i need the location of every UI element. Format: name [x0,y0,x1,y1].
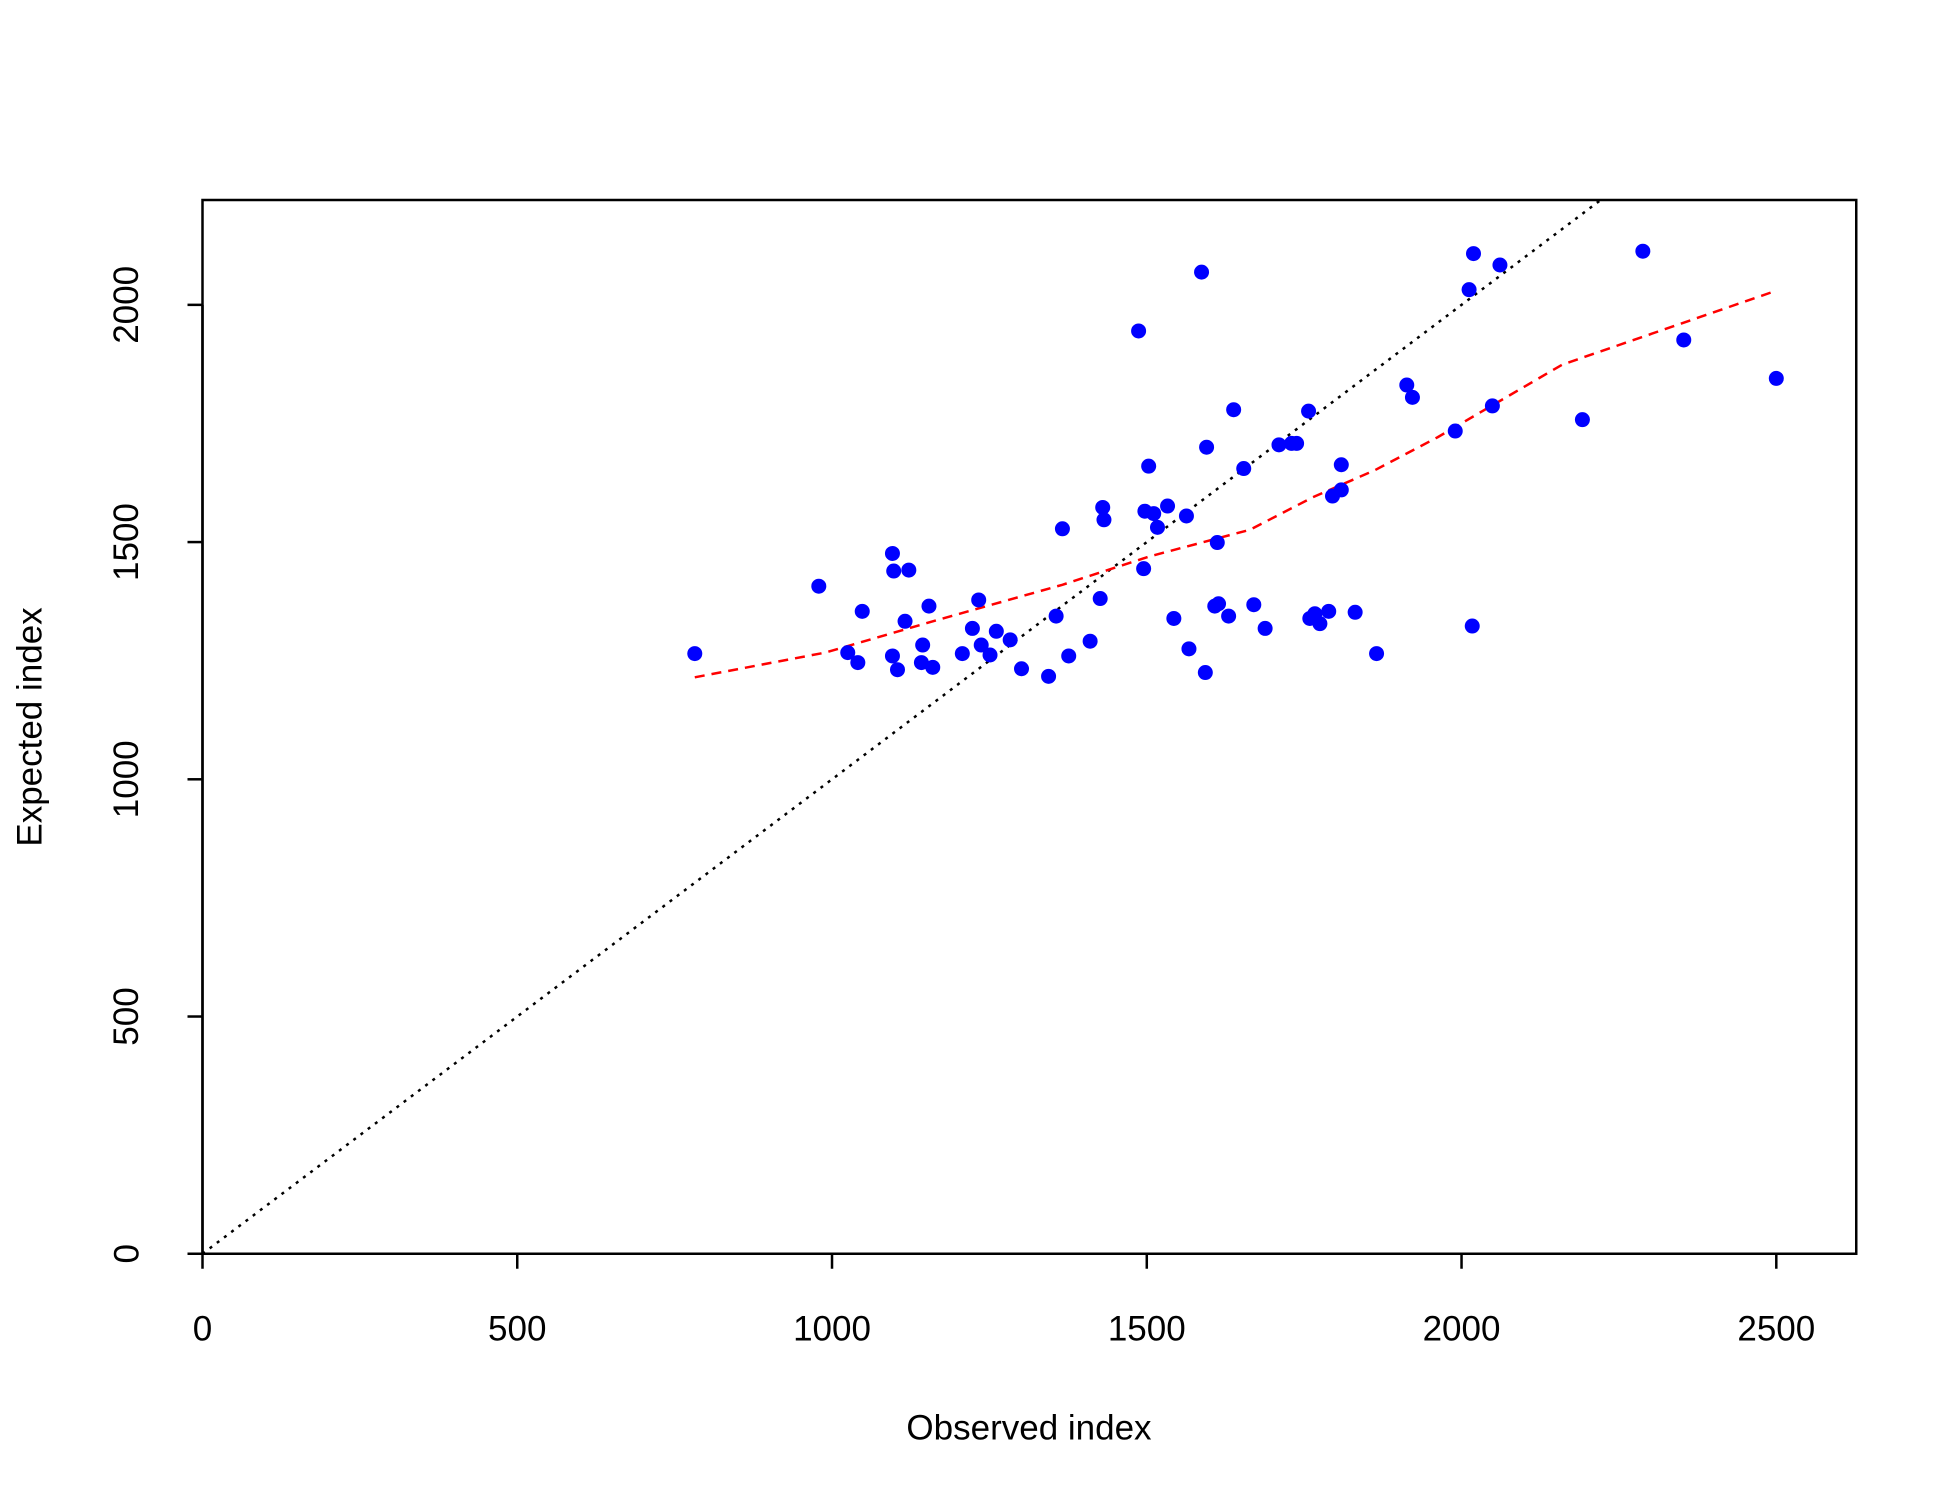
y-tick-label: 1000 [107,740,146,818]
x-tick-label: 2000 [1423,1309,1501,1348]
point [913,655,929,671]
point [1635,243,1651,259]
point [1271,437,1287,453]
point [1209,535,1225,551]
point [840,645,856,661]
point [1002,632,1018,648]
x-tick-label: 500 [488,1309,546,1348]
point [1369,646,1385,662]
point [1312,616,1328,632]
x-axis-title: Observed index [906,1408,1152,1447]
point [1178,508,1194,524]
point [1461,282,1477,298]
point [1321,603,1337,619]
point [1131,323,1147,339]
point [897,613,913,629]
point [1768,370,1784,386]
point [1257,620,1273,636]
point [1141,458,1157,474]
point [1574,412,1590,428]
point [1092,591,1108,607]
point [1333,482,1349,498]
point [1160,498,1176,514]
point [1289,435,1305,451]
point [884,545,900,561]
plot-area [202,200,1784,1254]
y-tick-label: 1500 [107,503,146,581]
point [964,620,980,636]
point [854,603,870,619]
point [1197,665,1213,681]
point [1226,402,1242,418]
point [1061,648,1077,664]
y-tick-label: 2000 [107,266,146,344]
x-tick-label: 1500 [1108,1309,1186,1348]
point [954,646,970,662]
point [1054,521,1070,537]
point [1447,423,1463,439]
point [1676,332,1692,348]
y-tick-label: 500 [107,987,146,1045]
point [971,592,987,608]
point [811,578,827,594]
point [988,623,1004,639]
x-tick-label: 2500 [1737,1309,1815,1348]
point [1484,398,1500,414]
point [886,563,902,579]
point [901,562,917,578]
point [1492,257,1508,273]
point [1399,377,1415,393]
point [850,655,866,671]
point [1301,403,1317,419]
y-tick-label: 0 [107,1244,146,1263]
point [921,598,937,614]
point [1149,519,1165,535]
point [1082,633,1098,649]
point [687,646,703,662]
point [1221,608,1237,624]
point [925,659,941,675]
point [1095,499,1111,515]
point [889,662,905,678]
point [1194,264,1210,280]
point [915,637,931,653]
smooth-line [694,289,1776,679]
point [1246,597,1262,613]
point [1096,512,1112,528]
point [1333,457,1349,473]
point [1181,641,1197,657]
point [1404,389,1420,405]
point [1041,668,1057,684]
y-axis-title: Expected index [10,607,49,847]
point [1166,610,1182,626]
point [1199,439,1215,455]
reference-line [202,200,1603,1254]
point [1048,608,1064,624]
point [1347,604,1363,620]
point [1466,246,1482,262]
point [884,648,900,664]
point [1014,661,1030,677]
point [1146,506,1162,522]
point [973,637,989,653]
plot-frame [201,198,1858,1255]
x-tick-label: 1000 [793,1309,871,1348]
point [1136,561,1152,577]
point [982,647,998,663]
point [1464,618,1480,634]
x-tick-label: 0 [193,1309,212,1348]
point [1236,461,1252,477]
point [1211,596,1227,612]
